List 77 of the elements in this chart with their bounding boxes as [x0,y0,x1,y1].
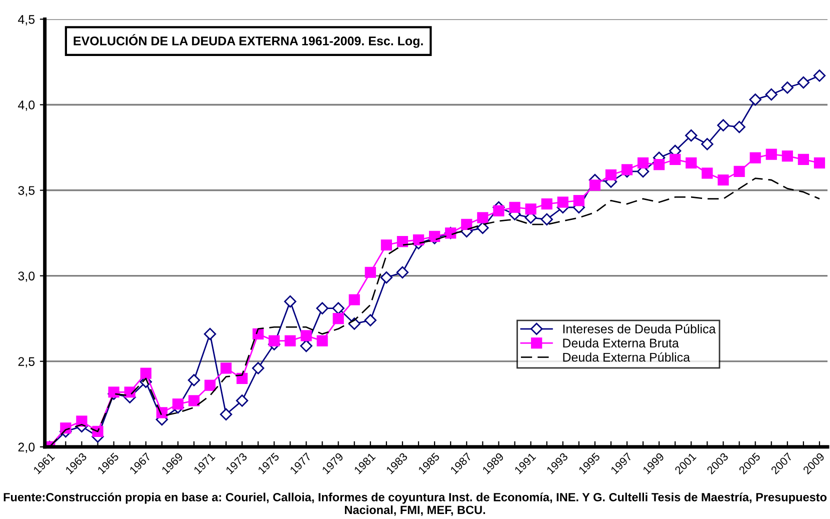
point [573,194,584,206]
point [396,236,408,248]
point [701,138,714,150]
point [718,174,729,186]
point [316,302,328,314]
point [364,266,376,278]
point [621,164,633,176]
point [493,205,504,216]
point [557,196,568,208]
legend-label: Intereses de Deuda Pública [563,324,716,334]
y-tick-label: 3,5 [18,186,35,196]
point [204,328,216,340]
point [765,88,778,101]
y-tick-label: 3,0 [18,272,35,282]
point [540,213,553,226]
point [332,302,344,314]
point [476,222,489,234]
point [509,202,520,213]
source-note: Fuente:Construcción propia en base a: Couriel, Calloia, Informes de coyuntura Inst. de Economía, INE. Y G. Cultelli Tesis de Maestría, Presupuesto Nacional, FMI, MEF, BCU. [4,492,827,516]
point [220,408,232,420]
point [702,168,713,179]
point [461,218,472,230]
point [814,157,826,168]
point [477,212,488,224]
point [750,152,761,164]
point [733,120,746,134]
point [685,129,698,142]
point [172,398,184,410]
point [638,157,649,168]
point [396,266,409,278]
point [541,198,552,210]
point [332,313,344,324]
point [813,70,826,82]
point [236,394,248,407]
point [284,335,296,346]
point [749,94,762,106]
point [766,148,777,160]
point [798,154,810,166]
point [220,362,232,374]
point [300,330,312,342]
point [734,166,745,178]
point [204,380,216,391]
point [654,159,665,170]
point [252,362,264,374]
point [686,157,697,168]
point [605,169,617,180]
point [429,230,440,242]
point [188,395,200,406]
point [316,335,328,346]
y-tick-label: 4,5 [18,15,35,26]
point [781,82,794,94]
legend-label: Deuda Externa Bruta [563,338,679,348]
point [670,154,681,166]
y-tick-label: 4,0 [18,100,35,111]
point [108,386,120,398]
point [124,386,136,398]
point [364,314,376,326]
y-tick-label: 2,0 [18,442,35,453]
text: EVOLUCIÓN DE LA DEUDA EXTERNA 1961-2009. Esc. Log. [74,34,423,48]
point [797,76,810,89]
point [589,180,601,191]
point [284,295,296,308]
point [717,119,730,132]
point [252,328,264,340]
y-tick-label: 2,5 [18,357,35,368]
point [236,372,248,384]
point [140,368,152,379]
point [188,374,200,386]
point [380,271,393,284]
point [300,340,312,352]
point [412,234,424,246]
point [268,335,280,346]
point [380,239,392,251]
legend-label: Deuda Externa Pública [563,352,690,362]
point [348,294,360,306]
point [782,150,793,162]
point [525,204,536,215]
